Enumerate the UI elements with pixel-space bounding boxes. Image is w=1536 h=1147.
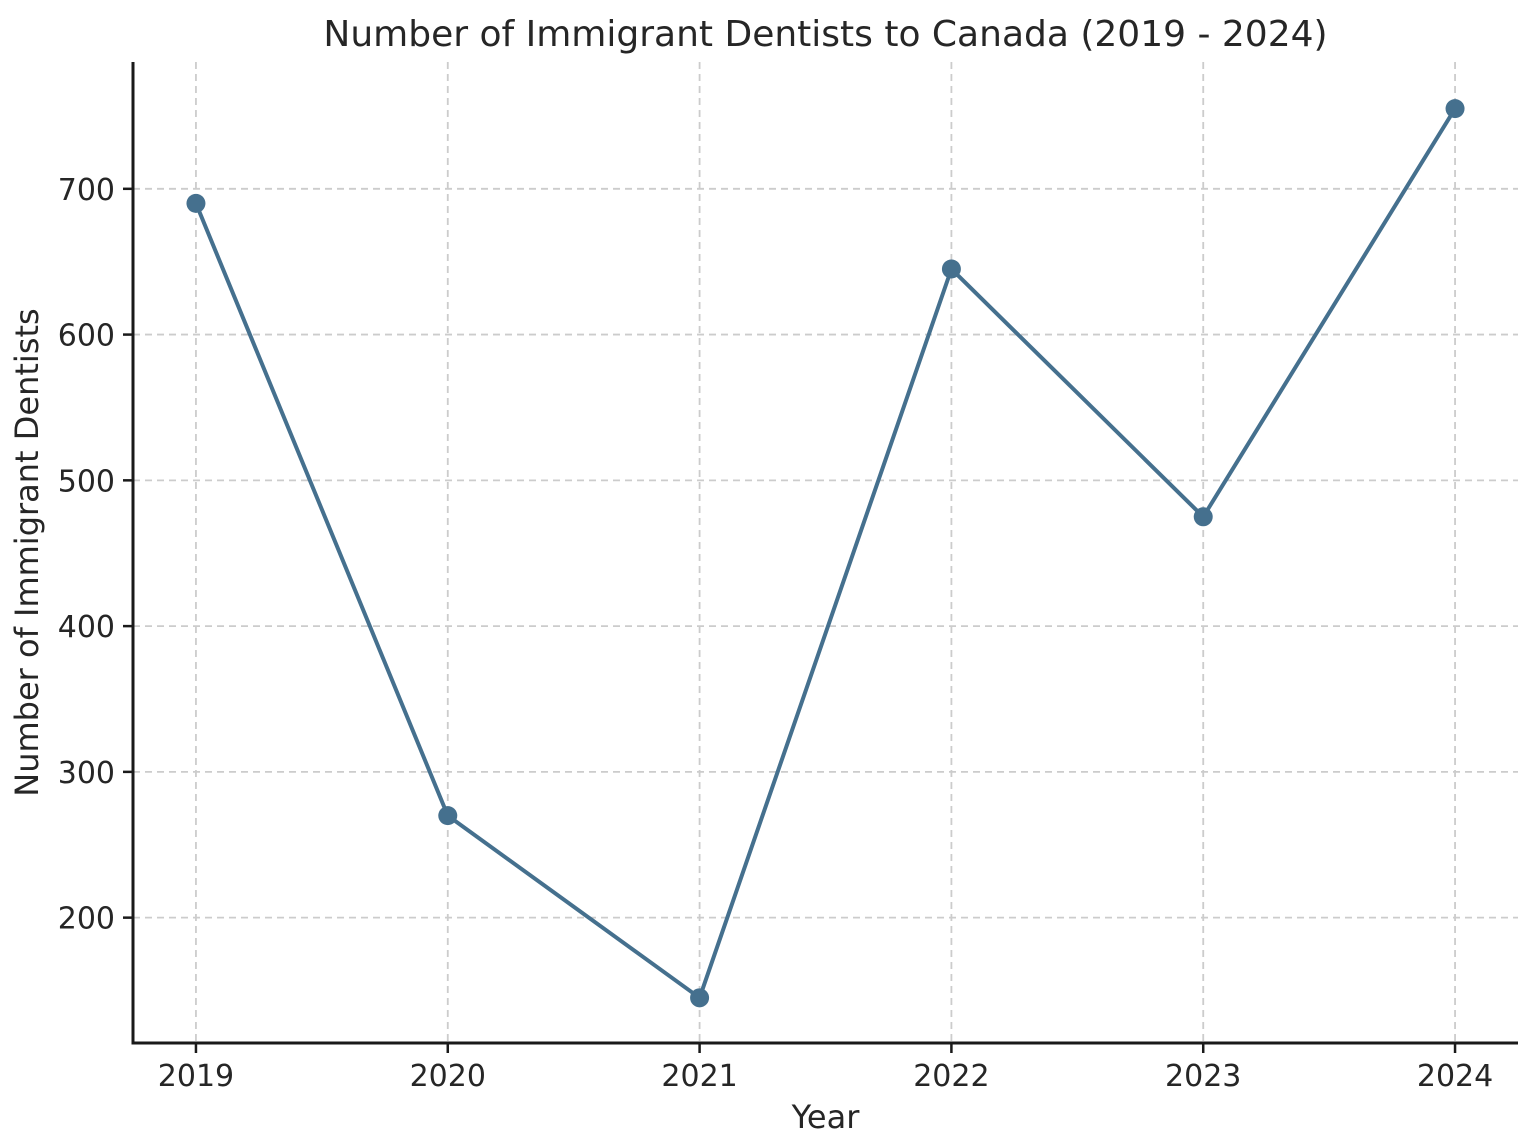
data-point xyxy=(941,259,961,279)
data-point xyxy=(438,806,458,826)
gridlines xyxy=(133,62,1518,1043)
data-point xyxy=(1193,507,1213,527)
x-tick-label: 2023 xyxy=(1165,1059,1241,1094)
y-tick-label: 300 xyxy=(58,756,115,791)
data-point xyxy=(1445,99,1465,119)
x-tick-label: 2022 xyxy=(913,1059,989,1094)
y-tick-label: 200 xyxy=(58,902,115,937)
y-tick-label: 500 xyxy=(58,464,115,499)
data-point xyxy=(690,988,710,1008)
axes xyxy=(123,62,1518,1053)
y-tick-label: 400 xyxy=(58,610,115,645)
y-axis-label: Number of Immigrant Dentists xyxy=(8,308,46,796)
chart-title: Number of Immigrant Dentists to Canada (… xyxy=(323,14,1327,55)
y-tick-label: 600 xyxy=(58,319,115,354)
x-axis-label: Year xyxy=(791,1098,861,1136)
data-series xyxy=(186,99,1465,1008)
x-tick-label: 2020 xyxy=(410,1059,486,1094)
data-point xyxy=(186,193,206,213)
x-tick-label: 2024 xyxy=(1417,1059,1493,1094)
x-tick-label: 2019 xyxy=(158,1059,234,1094)
y-tick-label: 700 xyxy=(58,173,115,208)
trend-line xyxy=(194,107,1457,1000)
tick-labels: 200 300 400 500 600 700 2019 2020 2021 2022 2023 20… xyxy=(58,173,1493,1094)
x-tick-label: 2021 xyxy=(661,1059,737,1094)
